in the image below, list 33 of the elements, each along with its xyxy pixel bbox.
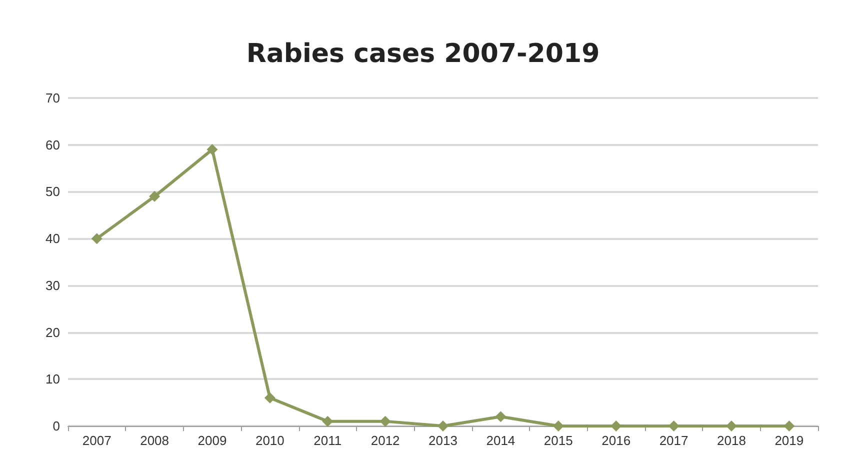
y-tick-label: 40 [46, 231, 60, 246]
x-tick-label: 2019 [774, 433, 804, 448]
point [552, 420, 564, 432]
point [322, 416, 334, 427]
x-tick-label: 2018 [717, 433, 746, 448]
point [438, 420, 448, 432]
point [784, 420, 795, 432]
y-tick-label: 10 [46, 372, 60, 387]
point [495, 411, 506, 422]
chart-title: Rabies cases 2007-2019 [246, 39, 600, 69]
x-tick-label: 2009 [198, 433, 227, 448]
x-tick-label: 2013 [428, 433, 458, 448]
x-tick-label: 2015 [544, 433, 573, 448]
point [91, 233, 102, 244]
y-tick-label: 50 [46, 184, 60, 200]
x-tick-label: 2008 [140, 433, 169, 448]
point [206, 144, 218, 156]
y-tick-label: 30 [46, 278, 60, 293]
y-tick-label: 70 [46, 90, 60, 106]
y-tick-label: 20 [46, 324, 60, 340]
y-tick-label: 60 [46, 137, 60, 152]
point [264, 392, 276, 404]
x-tick-label: 2010 [255, 433, 284, 448]
x-tick-label: 2007 [82, 433, 112, 448]
x-tick-label: 2012 [370, 433, 400, 448]
point [668, 420, 680, 432]
point [380, 416, 391, 427]
x-tick-label: 2014 [486, 433, 516, 448]
point [149, 190, 160, 202]
x-tick-label: 2016 [602, 433, 631, 448]
x-tick-label: 2011 [314, 433, 342, 448]
x-tick-label: 2017 [659, 433, 688, 448]
y-tick-label: 0 [52, 418, 60, 434]
